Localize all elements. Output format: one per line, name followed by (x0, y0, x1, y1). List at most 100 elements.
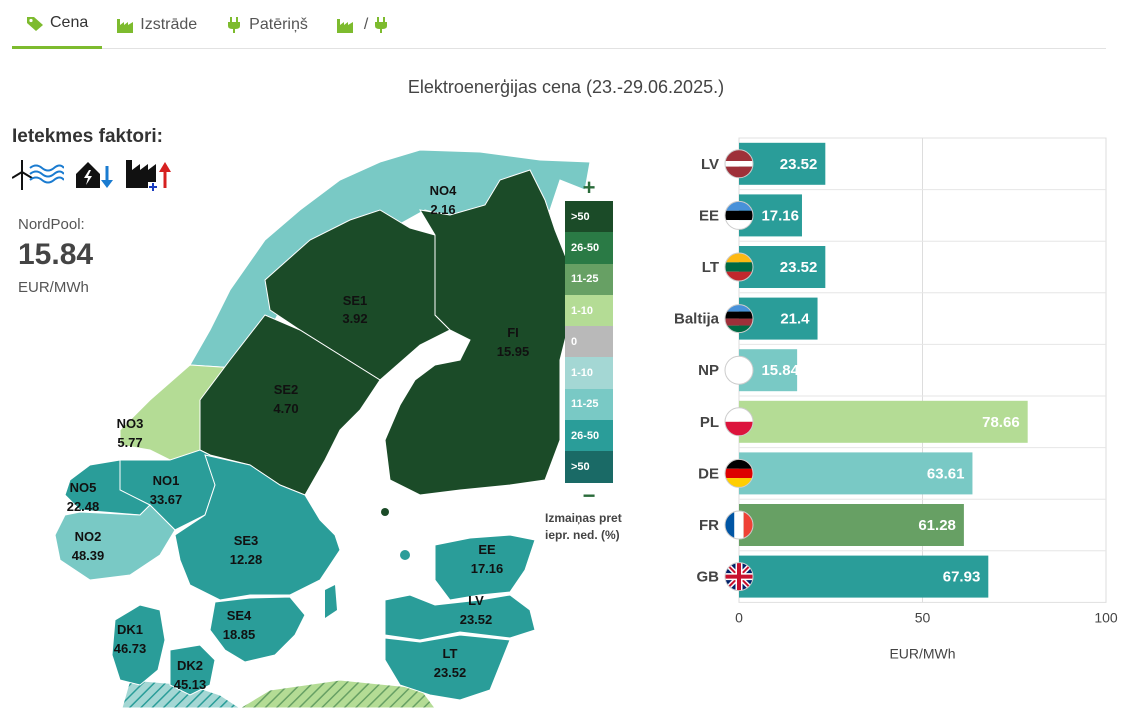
zone-value-se3: 12.28 (230, 552, 263, 567)
zone-value-no1: 33.67 (150, 492, 183, 507)
zone-value-no3: 5.77 (117, 435, 142, 450)
map-zone-no2[interactable] (54, 504, 176, 581)
map-zone-lv[interactable] (384, 594, 536, 641)
tab-label: Patēriņš (249, 15, 308, 33)
category-label: LT (702, 259, 719, 276)
zone-value-lv: 23.52 (460, 612, 493, 627)
poland-flag-icon (724, 407, 754, 437)
legend-item: 1-10 (565, 357, 613, 389)
category-label: LV (701, 156, 719, 173)
bar-de (739, 452, 973, 495)
x-tick-label: 50 (915, 609, 931, 625)
zone-value-dk2: 45.13 (174, 677, 207, 692)
map-zone-lt[interactable] (384, 634, 511, 701)
nordpool-label: NordPool: (18, 216, 85, 233)
zone-label-no2: NO2 (75, 529, 102, 544)
zone-value-ee: 17.16 (471, 561, 504, 576)
zone-value-lt: 23.52 (434, 665, 467, 680)
zone-label-se4: SE4 (227, 608, 252, 623)
baltics-flag-icon (724, 304, 754, 334)
zone-value-se1: 3.92 (342, 311, 367, 326)
tab-bar: Cena Izstrāde Patēriņš / (12, 0, 1106, 49)
bar-fr (739, 504, 964, 546)
map-zone-dk1[interactable] (111, 604, 166, 686)
category-label: EE (699, 207, 719, 224)
map-island-gotland (325, 585, 337, 618)
legend-item: 1-10 (565, 294, 613, 327)
zone-value-fi: 15.95 (497, 344, 530, 359)
legend-item: 26-50 (565, 232, 613, 264)
zone-label-no5: NO5 (70, 480, 97, 495)
x-tick-label: 100 (1094, 609, 1118, 625)
bar-value-label: 23.52 (780, 156, 818, 173)
map-legend: + >50 26-50 11-25 1-10 0 1-10 11-25 26-5… (565, 175, 613, 509)
bar-value-label: 23.52 (780, 259, 818, 276)
category-label: DE (698, 465, 719, 482)
zone-label-se2: SE2 (274, 382, 299, 397)
legend-item: 26-50 (565, 420, 613, 452)
zone-label-lt: LT (443, 646, 458, 661)
zone-label-se1: SE1 (343, 293, 368, 308)
zone-label-ee: EE (478, 542, 496, 557)
zone-label-no3: NO3 (117, 416, 144, 431)
bar-value-label: 78.66 (982, 414, 1020, 431)
legend-minus: − (582, 482, 596, 508)
zone-label-no1: NO1 (153, 473, 180, 488)
factory-icon (336, 17, 354, 33)
map-island (400, 550, 410, 560)
category-label: PL (700, 414, 719, 431)
bar-value-label: 15.84 (761, 362, 799, 379)
page-title: Elektroenerģijas cena (23.-29.06.2025.) (407, 77, 725, 97)
tab-price[interactable]: Cena (12, 0, 103, 49)
x-tick-label: 0 (735, 609, 743, 625)
legend-caption: Izmaiņas pret iepr. ned. (%) (545, 511, 622, 542)
germany-flag-icon (724, 458, 754, 488)
zone-label-dk2: DK2 (177, 658, 203, 673)
tab-label: / (363, 15, 369, 33)
category-label: GB (697, 569, 720, 586)
map-island (381, 508, 389, 516)
map-zone-dk2[interactable] (169, 644, 216, 696)
factors-title: Ietekmes faktori: (12, 126, 164, 147)
tab-label: Izstrāde (140, 15, 198, 33)
category-label: NP (698, 362, 719, 379)
tab-consumption[interactable]: Patēriņš (211, 0, 322, 49)
wind-water-icon (11, 158, 65, 195)
zone-value-no2: 48.39 (72, 548, 105, 563)
tab-production[interactable]: Izstrāde (102, 0, 211, 49)
tab-label: Cena (50, 14, 89, 31)
category-label: FR (699, 517, 719, 534)
chart-svg: 0 50 100 EUR/MWh 23.52 LV 17.16 EE 23.52 LT 21.4 Ba… (674, 137, 1118, 661)
zone-value-se2: 4.70 (273, 401, 298, 416)
x-axis-label: EUR/MWh (889, 645, 955, 661)
estonia-flag-icon (724, 200, 754, 230)
zone-value-dk1: 46.73 (114, 641, 147, 656)
lithuania-flag-icon (724, 252, 754, 282)
map-region-pl (239, 679, 436, 708)
zone-label-fi: FI (507, 325, 519, 340)
map-zone-se4[interactable] (209, 596, 306, 663)
legend-item: >50 (565, 201, 613, 233)
nordpool-unit: EUR/MWh (18, 279, 89, 296)
category-label: Baltija (674, 311, 720, 328)
price-tag-icon (26, 15, 44, 31)
factor-icons (11, 156, 172, 197)
tab-production-consumption[interactable]: / (322, 0, 410, 49)
legend-item: 11-25 (565, 388, 613, 421)
price-bar-chart: 0 50 100 EUR/MWh 23.52 LV 17.16 EE 23.52 LT 21.4 Ba… (640, 130, 1120, 690)
legend-plus: + (582, 175, 596, 200)
latvia-flag-icon (724, 149, 754, 179)
map-zone-fi[interactable] (384, 169, 581, 496)
bar-gb (739, 555, 989, 598)
zone-label-se3: SE3 (234, 533, 259, 548)
bar-value-label: 67.93 (943, 569, 981, 586)
zone-value-se4: 18.85 (223, 627, 256, 642)
bar-value-label: 17.16 (761, 207, 799, 224)
map-zone-se2[interactable] (199, 314, 381, 496)
map-region-de (121, 679, 241, 708)
price-map: NO4 2.16 SE1 3.92 FI 15.95 SE2 4.70 NO3 … (40, 140, 630, 708)
nordpool-value: 15.84 (18, 238, 94, 271)
map-zone-ee[interactable] (434, 534, 536, 601)
map-zone-se3[interactable] (174, 454, 341, 601)
bar-value-label: 21.4 (780, 311, 810, 328)
